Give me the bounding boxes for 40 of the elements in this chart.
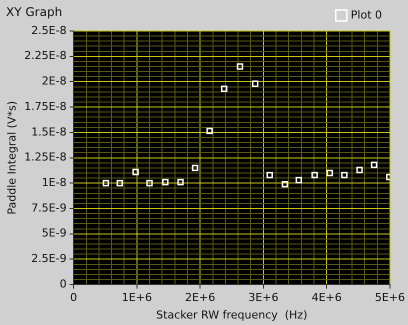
y-tick-label: 2.5E-8 — [31, 24, 67, 37]
point — [296, 176, 302, 184]
y-tick-label: 5E-9 — [42, 226, 67, 240]
x-tick-label: 2E+6 — [185, 291, 216, 304]
y-tick-label: 2E-8 — [42, 74, 67, 88]
point — [252, 80, 258, 87]
point — [326, 170, 334, 176]
point — [236, 63, 244, 70]
legend-label: Plot 0 — [350, 8, 382, 22]
point — [177, 178, 184, 186]
point — [146, 180, 153, 186]
y-tick-label: 1.75E-8 — [24, 100, 67, 113]
chart-title: XY Graph — [6, 5, 62, 19]
point — [206, 128, 213, 134]
y-tick-label: 7.5E-9 — [31, 201, 67, 214]
point — [282, 180, 288, 188]
point — [102, 180, 110, 186]
point — [192, 164, 198, 172]
point — [356, 166, 363, 174]
x-axis-title: Stacker RW frequency (Hz) — [156, 308, 308, 322]
x-tick-label: 0 — [70, 291, 78, 304]
y-tick-label: 1E-8 — [42, 176, 67, 190]
point — [132, 168, 139, 176]
y-tick-label: 2.5E-9 — [31, 252, 67, 266]
point — [220, 86, 228, 92]
point — [266, 172, 273, 178]
y-axis-title: Paddle Integral (V*s) — [5, 100, 18, 215]
point — [370, 162, 378, 168]
y-tick-label: 1.25E-8 — [24, 150, 67, 164]
point — [341, 172, 348, 178]
point — [162, 178, 169, 186]
x-tick-label: 5E+6 — [374, 291, 406, 304]
x-tick-label: 4E+6 — [312, 291, 342, 304]
point — [311, 172, 318, 178]
point — [116, 180, 124, 186]
y-tick-label: 1.5E-8 — [31, 125, 67, 138]
x-tick-label: 1E+6 — [122, 291, 152, 304]
y-tick-label: 0 — [60, 277, 67, 290]
x-tick-label: 3E+6 — [248, 291, 278, 304]
y-tick-label: 2.25E-8 — [24, 49, 67, 62]
